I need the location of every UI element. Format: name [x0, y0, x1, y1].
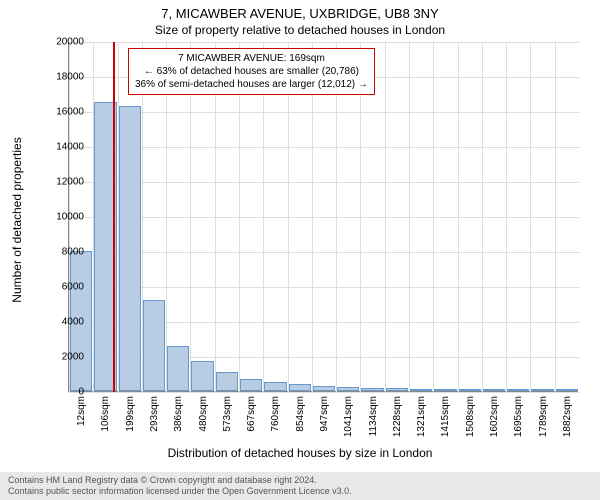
xtick-label: 573sqm [222, 396, 233, 432]
xtick-label: 1602sqm [489, 396, 500, 437]
histogram-bar [143, 300, 165, 391]
annotation-line2: ← 63% of detached houses are smaller (20… [135, 65, 368, 78]
marker-annotation: 7 MICAWBER AVENUE: 169sqm ← 63% of detac… [128, 48, 375, 95]
gridline-v [506, 42, 507, 392]
footer-line2: Contains public sector information licen… [8, 486, 592, 497]
y-axis-label: Number of detached properties [10, 137, 24, 302]
xtick-label: 854sqm [295, 396, 306, 432]
histogram-bar [240, 379, 262, 391]
histogram-bar [507, 389, 529, 391]
xtick-label: 1695sqm [513, 396, 524, 437]
xtick-label: 667sqm [246, 396, 257, 432]
xtick-label: 1321sqm [416, 396, 427, 437]
histogram-bar [434, 389, 456, 391]
footer-line1: Contains HM Land Registry data © Crown c… [8, 475, 592, 486]
xtick-label: 1041sqm [343, 396, 354, 437]
chart-subtitle: Size of property relative to detached ho… [0, 21, 600, 41]
xtick-label: 760sqm [270, 396, 281, 432]
ytick-label: 10000 [44, 212, 84, 223]
gridline-v [433, 42, 434, 392]
ytick-label: 14000 [44, 142, 84, 153]
gridline-v [530, 42, 531, 392]
annotation-line1: 7 MICAWBER AVENUE: 169sqm [135, 52, 368, 65]
chart-title: 7, MICAWBER AVENUE, UXBRIDGE, UB8 3NY [0, 0, 600, 21]
gridline-v [555, 42, 556, 392]
xtick-label: 199sqm [125, 396, 136, 432]
histogram-bar [216, 372, 238, 391]
gridline-v [482, 42, 483, 392]
gridline-h [69, 147, 579, 148]
gridline-h [69, 182, 579, 183]
histogram-bar [410, 389, 432, 391]
ytick-label: 8000 [44, 247, 84, 258]
ytick-label: 20000 [44, 37, 84, 48]
xtick-label: 947sqm [319, 396, 330, 432]
chart-container: 7, MICAWBER AVENUE, UXBRIDGE, UB8 3NY Si… [0, 0, 600, 500]
histogram-bar [459, 389, 481, 391]
footer: Contains HM Land Registry data © Crown c… [0, 472, 600, 500]
xtick-label: 1508sqm [465, 396, 476, 437]
gridline-v [409, 42, 410, 392]
histogram-bar [531, 389, 553, 391]
ytick-label: 18000 [44, 72, 84, 83]
histogram-bar [337, 387, 359, 391]
annotation-line3: 36% of semi-detached houses are larger (… [135, 78, 368, 91]
gridline-h [69, 217, 579, 218]
ytick-label: 16000 [44, 107, 84, 118]
histogram-bar [167, 346, 189, 392]
gridline-v [458, 42, 459, 392]
histogram-bar [483, 389, 505, 391]
ytick-label: 12000 [44, 177, 84, 188]
xtick-label: 480sqm [198, 396, 209, 432]
xtick-label: 386sqm [173, 396, 184, 432]
gridline-h [69, 42, 579, 43]
xtick-label: 293sqm [149, 396, 160, 432]
x-axis-label: Distribution of detached houses by size … [0, 446, 600, 460]
histogram-bar [119, 106, 141, 391]
xtick-label: 1415sqm [440, 396, 451, 437]
histogram-bar [386, 388, 408, 391]
xtick-label: 1134sqm [368, 396, 379, 436]
histogram-bar [264, 382, 286, 391]
gridline-h [69, 112, 579, 113]
xtick-label: 1882sqm [562, 396, 573, 437]
histogram-bar [361, 388, 383, 392]
ytick-label: 4000 [44, 317, 84, 328]
histogram-bar [313, 386, 335, 391]
gridline-h [69, 287, 579, 288]
ytick-label: 6000 [44, 282, 84, 293]
xtick-label: 12sqm [76, 396, 87, 426]
gridline-h [69, 392, 579, 393]
xtick-label: 1228sqm [392, 396, 403, 437]
xtick-label: 106sqm [100, 396, 111, 432]
ytick-label: 2000 [44, 352, 84, 363]
histogram-bar [191, 361, 213, 391]
gridline-v [385, 42, 386, 392]
plot-area: 7 MICAWBER AVENUE: 169sqm ← 63% of detac… [68, 42, 578, 392]
histogram-bar [289, 384, 311, 391]
gridline-h [69, 252, 579, 253]
xtick-label: 1789sqm [538, 396, 549, 437]
histogram-bar [556, 389, 578, 391]
property-marker-line [113, 42, 115, 392]
